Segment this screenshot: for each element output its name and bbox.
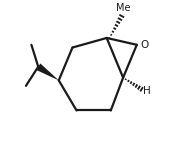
- Text: H: H: [143, 86, 151, 96]
- Text: Me: Me: [116, 3, 130, 13]
- Polygon shape: [36, 63, 59, 80]
- Text: O: O: [140, 40, 148, 51]
